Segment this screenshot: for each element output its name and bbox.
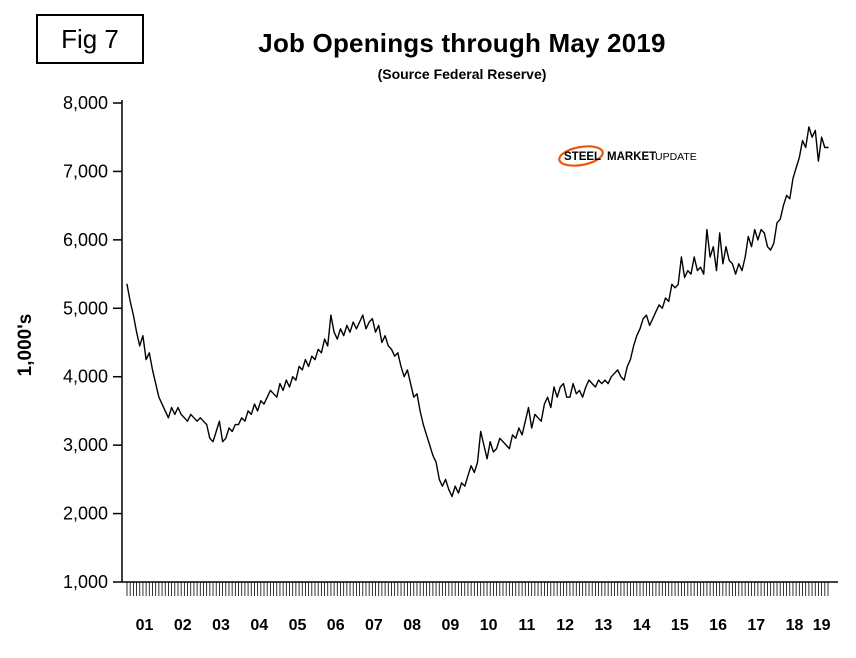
x-year-label: 06 xyxy=(327,617,345,634)
logo-word-update: UPDATE xyxy=(655,151,697,163)
x-year-label: 16 xyxy=(709,617,727,634)
chart-title: Job Openings through May 2019 xyxy=(258,28,666,58)
x-year-label: 09 xyxy=(442,617,460,634)
y-tick-label: 4,000 xyxy=(63,367,108,387)
chart-subtitle: (Source Federal Reserve) xyxy=(377,66,547,82)
smu-logo: STEEL MARKET UPDATE xyxy=(558,143,698,171)
x-year-label: 03 xyxy=(212,617,230,634)
x-year-label: 19 xyxy=(813,617,831,634)
x-year-label: 07 xyxy=(365,617,383,634)
figure-number-box: Fig 7 xyxy=(36,14,144,64)
x-year-label: 11 xyxy=(518,617,535,634)
x-year-label: 02 xyxy=(174,617,192,634)
x-year-label: 18 xyxy=(786,617,804,634)
y-tick-label: 3,000 xyxy=(63,435,108,455)
smu-logo-graphic: STEEL MARKET UPDATE xyxy=(558,145,697,167)
y-tick-label: 5,000 xyxy=(63,298,108,318)
y-tick-label: 2,000 xyxy=(63,504,108,524)
x-year-label: 08 xyxy=(403,617,421,634)
x-year-label: 13 xyxy=(594,617,612,634)
logo-swoosh-icon xyxy=(558,145,604,167)
y-tick-label: 7,000 xyxy=(63,161,108,181)
y-tick-label: 8,000 xyxy=(63,93,108,113)
x-year-label: 01 xyxy=(136,617,154,634)
x-year-label: 05 xyxy=(289,617,307,634)
figure-number-label: Fig 7 xyxy=(61,23,119,54)
x-year-label: 12 xyxy=(556,617,574,634)
logo-word-market: MARKET xyxy=(607,151,656,163)
logo-word-steel: STEEL xyxy=(564,151,601,163)
x-year-label: 15 xyxy=(671,617,689,634)
x-year-label: 17 xyxy=(747,617,765,634)
job-openings-series-line xyxy=(126,126,829,498)
x-year-label: 10 xyxy=(480,617,498,634)
y-tick-label: 6,000 xyxy=(63,230,108,250)
y-tick-label: 1,000 xyxy=(63,572,108,592)
x-year-label: 04 xyxy=(250,617,268,634)
x-year-label: 14 xyxy=(633,617,651,634)
